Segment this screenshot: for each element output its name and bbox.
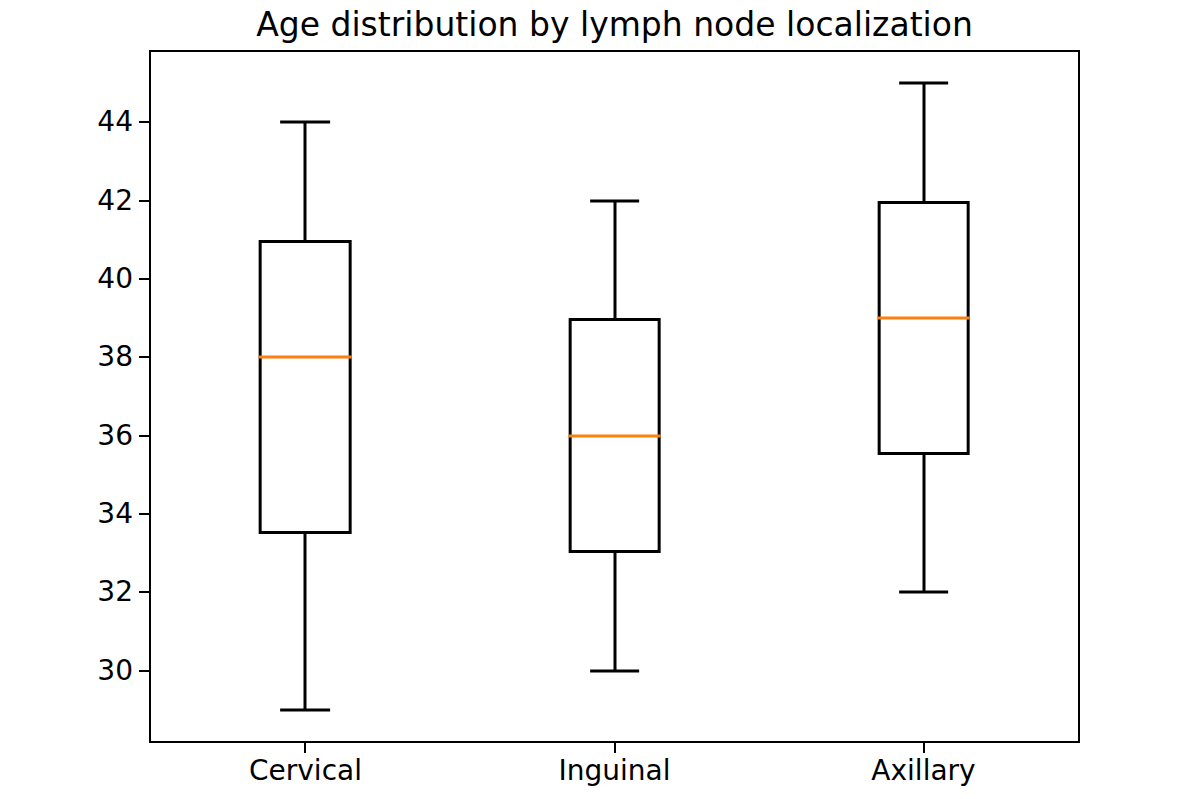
y-tick: [139, 278, 149, 280]
y-tick-label: 32: [97, 578, 133, 606]
whisker-lower-cervical: [304, 534, 307, 710]
whisker-lower-axillary: [922, 455, 925, 592]
box-axillary: [877, 201, 970, 455]
whisker-upper-axillary: [922, 83, 925, 200]
y-tick: [139, 435, 149, 437]
whisker-cap-bottom-axillary: [899, 591, 949, 594]
y-tick-label: 30: [97, 657, 133, 685]
x-axis-category-label: Inguinal: [559, 755, 671, 787]
y-tick: [139, 670, 149, 672]
whisker-cap-top-cervical: [281, 121, 331, 124]
whisker-cap-bottom-cervical: [281, 708, 331, 711]
whisker-cap-top-inguinal: [590, 199, 640, 202]
y-tick-label: 42: [97, 187, 133, 215]
median-line-axillary: [877, 317, 970, 320]
x-tick: [923, 743, 925, 753]
y-tick: [139, 121, 149, 123]
whisker-upper-cervical: [304, 122, 307, 239]
whisker-cap-bottom-inguinal: [590, 669, 640, 672]
figure: Age distribution by lymph node localizat…: [0, 0, 1200, 799]
plot-area: 3032343638404244CervicalInguinalAxillary: [149, 50, 1080, 743]
median-line-inguinal: [568, 434, 661, 437]
y-tick-label: 34: [97, 500, 133, 528]
whisker-cap-top-axillary: [899, 82, 949, 85]
y-tick: [139, 356, 149, 358]
chart-title: Age distribution by lymph node localizat…: [149, 6, 1080, 44]
y-tick: [139, 591, 149, 593]
x-tick: [304, 743, 306, 753]
box-cervical: [259, 240, 352, 534]
y-tick: [139, 513, 149, 515]
x-tick: [614, 743, 616, 753]
median-line-cervical: [259, 356, 352, 359]
whisker-lower-inguinal: [613, 553, 616, 670]
y-tick-label: 40: [97, 265, 133, 293]
y-tick-label: 36: [97, 422, 133, 450]
y-tick-label: 44: [97, 108, 133, 136]
x-axis-category-label: Cervical: [249, 755, 362, 787]
y-tick-label: 38: [97, 343, 133, 371]
y-tick: [139, 200, 149, 202]
whisker-upper-inguinal: [613, 201, 616, 318]
x-axis-category-label: Axillary: [871, 755, 975, 787]
